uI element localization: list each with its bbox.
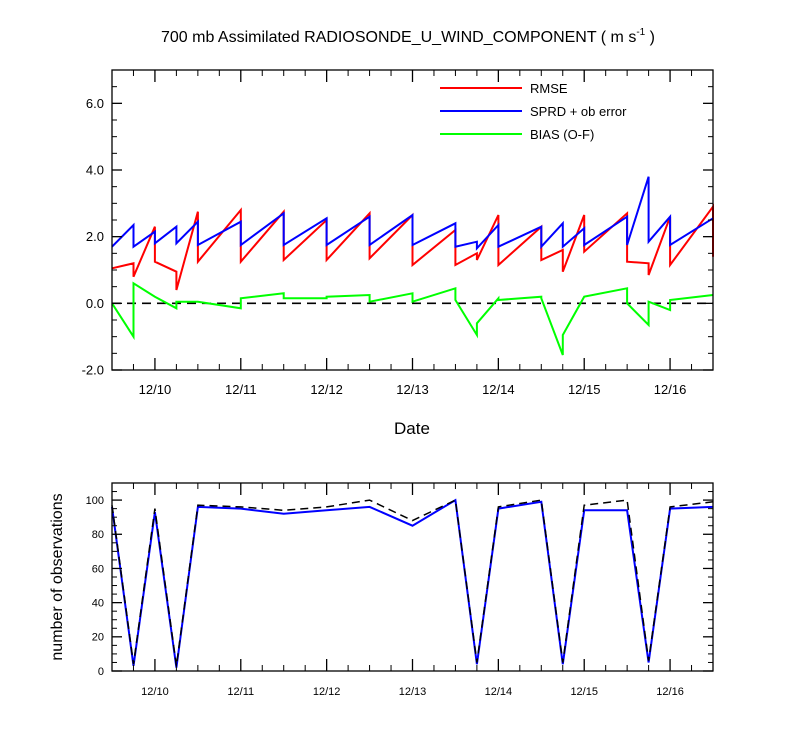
x-tick-label: 12/11: [227, 686, 254, 698]
x-tick-label: 12/10: [141, 686, 169, 698]
top-axis-ticks: 12/10 12/11 12/12 12/13 12/14 12/15 12/16 -2.0 0…: [82, 69, 714, 397]
x-tick-label: 12/16: [654, 382, 687, 397]
y-tick-label: 4.0: [86, 163, 104, 178]
x-tick-label: 12/13: [399, 686, 427, 698]
legend: RMSE SPRD + ob error BIAS (O-F): [440, 81, 627, 142]
chart-title: 700 mb Assimilated RADIOSONDE_U_WIND_COM…: [161, 27, 655, 46]
x-tick-label: 12/14: [482, 382, 515, 397]
y-tick-label: 80: [92, 529, 104, 541]
y-tick-label: 2.0: [86, 229, 104, 244]
x-tick-label: 12/12: [313, 686, 341, 698]
legend-label: RMSE: [530, 81, 568, 96]
series-assimilated: [111, 498, 714, 668]
legend-label: BIAS (O-F): [530, 127, 594, 142]
legend-label: SPRD + ob error: [530, 104, 627, 119]
top-chart-panel: 12/10 12/11 12/12 12/13 12/14 12/15 12/16 -2.0 0…: [82, 69, 714, 438]
series-bias-o-f: [111, 281, 714, 356]
y-tick-label: 20: [92, 632, 104, 644]
y-tick-label: -2.0: [82, 363, 104, 378]
series-sprd-ob-error: [111, 176, 714, 251]
y-axis-label: number of observations: [49, 493, 66, 660]
y-tick-label: 6.0: [86, 96, 104, 111]
bottom-axis-ticks: 12/10 12/11 12/12 12/13 12/14 12/15 12/16 0 20 40…: [86, 482, 714, 698]
x-tick-label: 12/15: [568, 382, 601, 397]
series-possible: [111, 498, 714, 667]
x-tick-label: 12/15: [570, 686, 598, 698]
bottom-series-layer: [111, 498, 714, 668]
x-tick-label: 12/11: [225, 382, 257, 397]
x-tick-label: 12/10: [139, 382, 172, 397]
x-tick-label: 12/12: [310, 382, 343, 397]
y-tick-label: 100: [86, 495, 104, 507]
top-series-layer: [111, 176, 714, 356]
x-axis-label: Date: [394, 419, 430, 438]
y-tick-label: 0.0: [86, 296, 104, 311]
bottom-chart-panel: 12/10 12/11 12/12 12/13 12/14 12/15 12/16 0 20 40…: [49, 482, 714, 698]
x-tick-label: 12/13: [396, 382, 429, 397]
x-tick-label: 12/14: [485, 686, 513, 698]
x-tick-label: 12/16: [656, 686, 684, 698]
y-tick-label: 0: [98, 666, 104, 678]
y-tick-label: 40: [92, 597, 104, 609]
y-tick-label: 60: [92, 563, 104, 575]
